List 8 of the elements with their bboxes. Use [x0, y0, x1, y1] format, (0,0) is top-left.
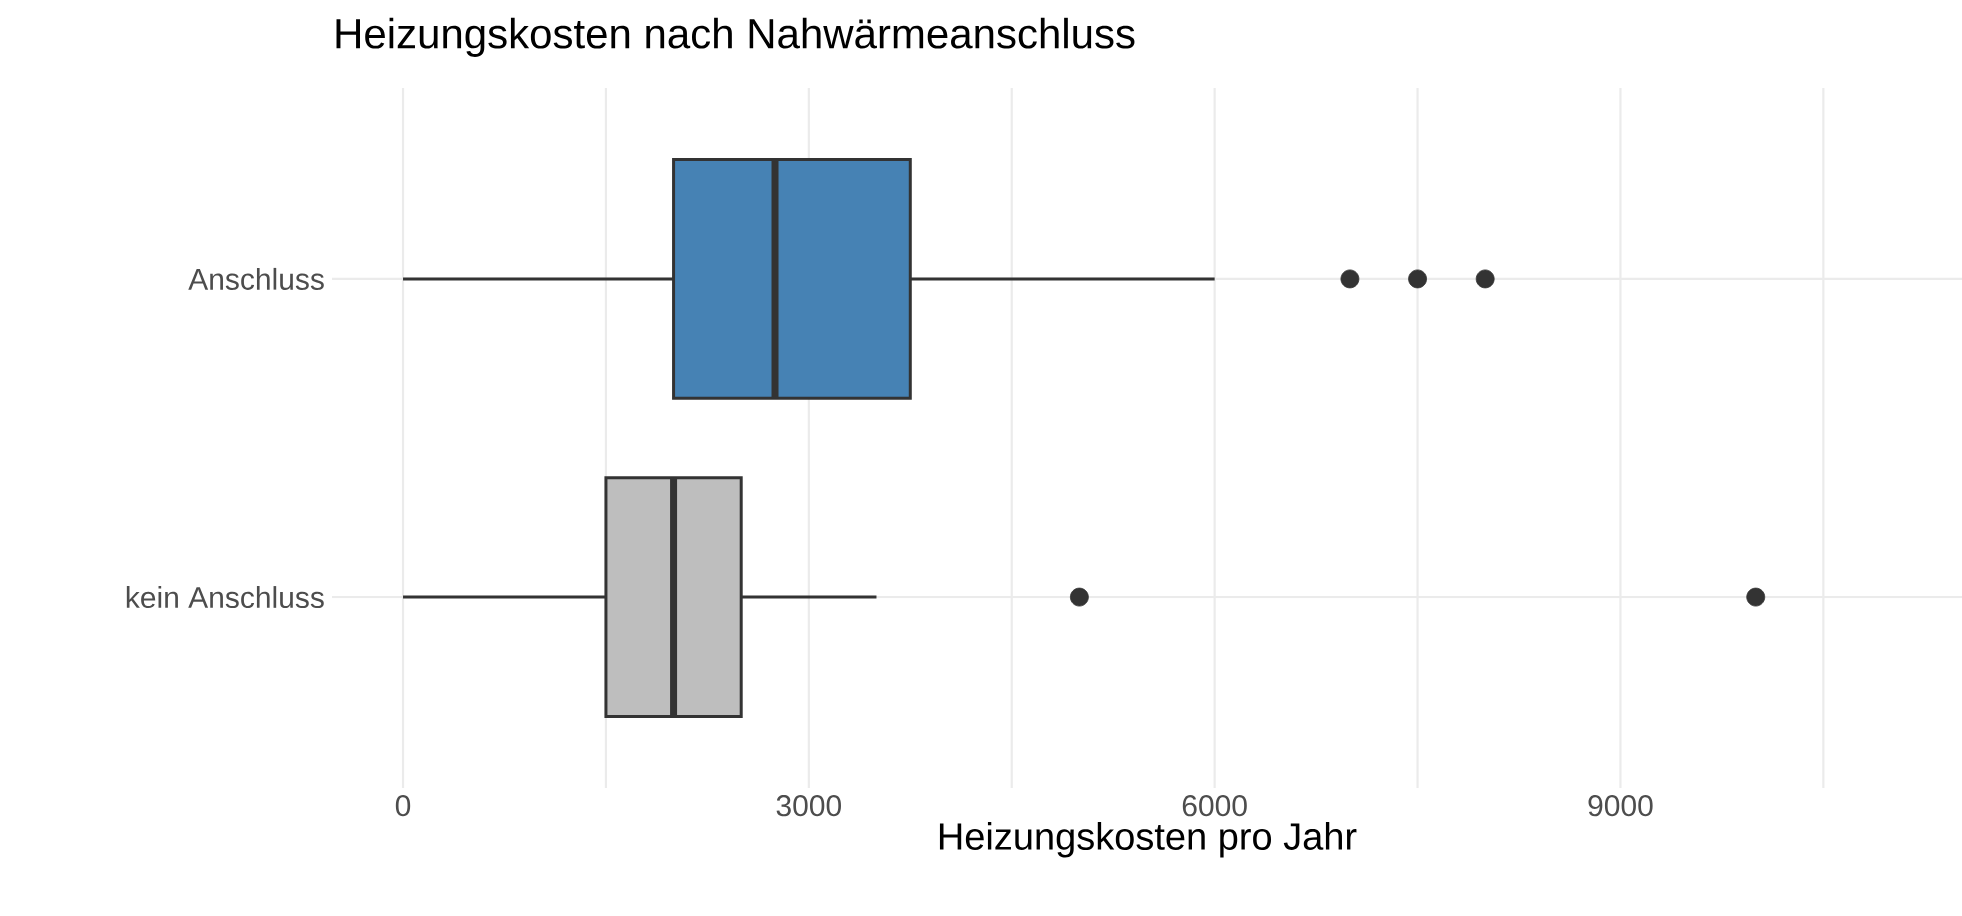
x-axis-title: Heizungskosten pro Jahr — [939, 822, 1357, 858]
y-tick-label: Anschluss — [188, 267, 324, 290]
x-tick-label: 6000 — [1182, 795, 1247, 817]
x-tick-label: 0 — [395, 795, 411, 817]
x-tick-label: 3000 — [776, 795, 841, 817]
x-tick-label: 9000 — [1588, 795, 1653, 817]
chart-title: Heizungskosten nach Nahwärmeanschluss — [336, 17, 1135, 57]
y-tick-label: kein Anschluss — [126, 586, 324, 609]
